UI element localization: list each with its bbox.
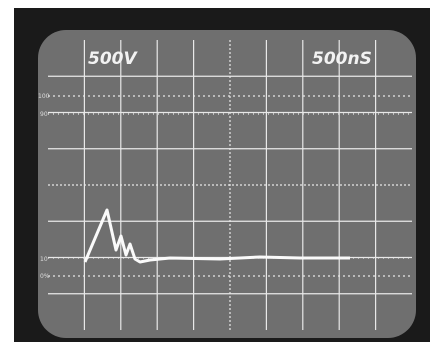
scale-label: 10 xyxy=(40,256,48,263)
oscilloscope-photo: 500V 500nS 100 90 10 0% xyxy=(0,0,440,345)
time-per-div: 500nS xyxy=(312,49,372,69)
scale-label: 100 xyxy=(38,93,50,100)
scale-label: 0% xyxy=(40,273,50,280)
scale-label: 90 xyxy=(40,111,48,118)
volts-per-div: 500V xyxy=(88,49,138,69)
